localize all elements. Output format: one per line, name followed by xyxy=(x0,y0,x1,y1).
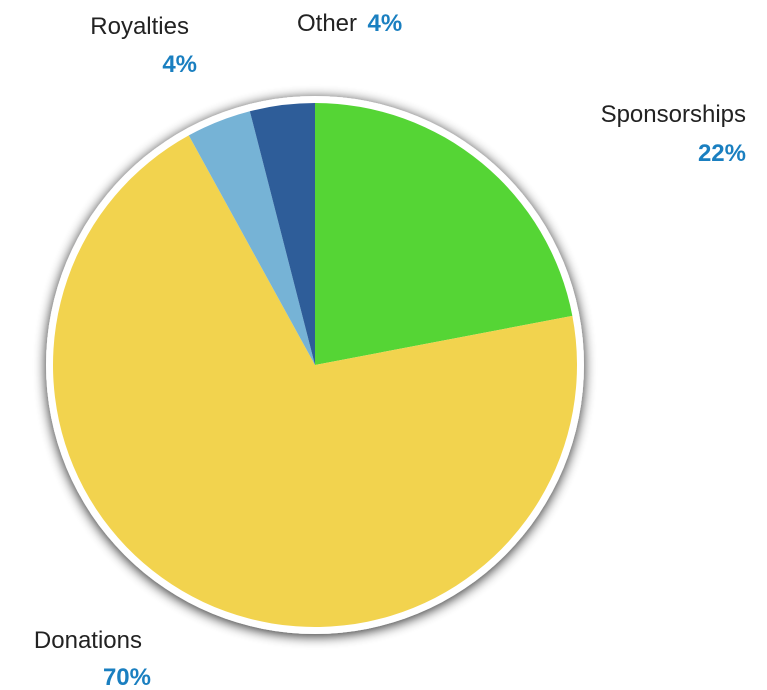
pie-slice-other xyxy=(249,103,315,365)
slice-value-donations: 70% xyxy=(103,664,151,690)
pie-slice-sponsorships xyxy=(315,103,573,365)
slice-label-sponsorships: Sponsorships xyxy=(601,101,746,128)
slice-label-other-group: Other 4% xyxy=(297,10,402,37)
slice-value-sponsorships: 22% xyxy=(698,140,746,167)
slice-label-royalties: Royalties xyxy=(90,13,189,40)
slice-value-other: 4% xyxy=(367,10,402,37)
slice-value-royalties: 4% xyxy=(162,51,197,78)
slice-label-donations: Donations xyxy=(34,627,142,654)
pie-slice-donations xyxy=(53,135,578,628)
pie-slice-royalties xyxy=(188,111,315,365)
pie-slices xyxy=(53,103,578,628)
slice-label-other: Other xyxy=(297,10,357,37)
